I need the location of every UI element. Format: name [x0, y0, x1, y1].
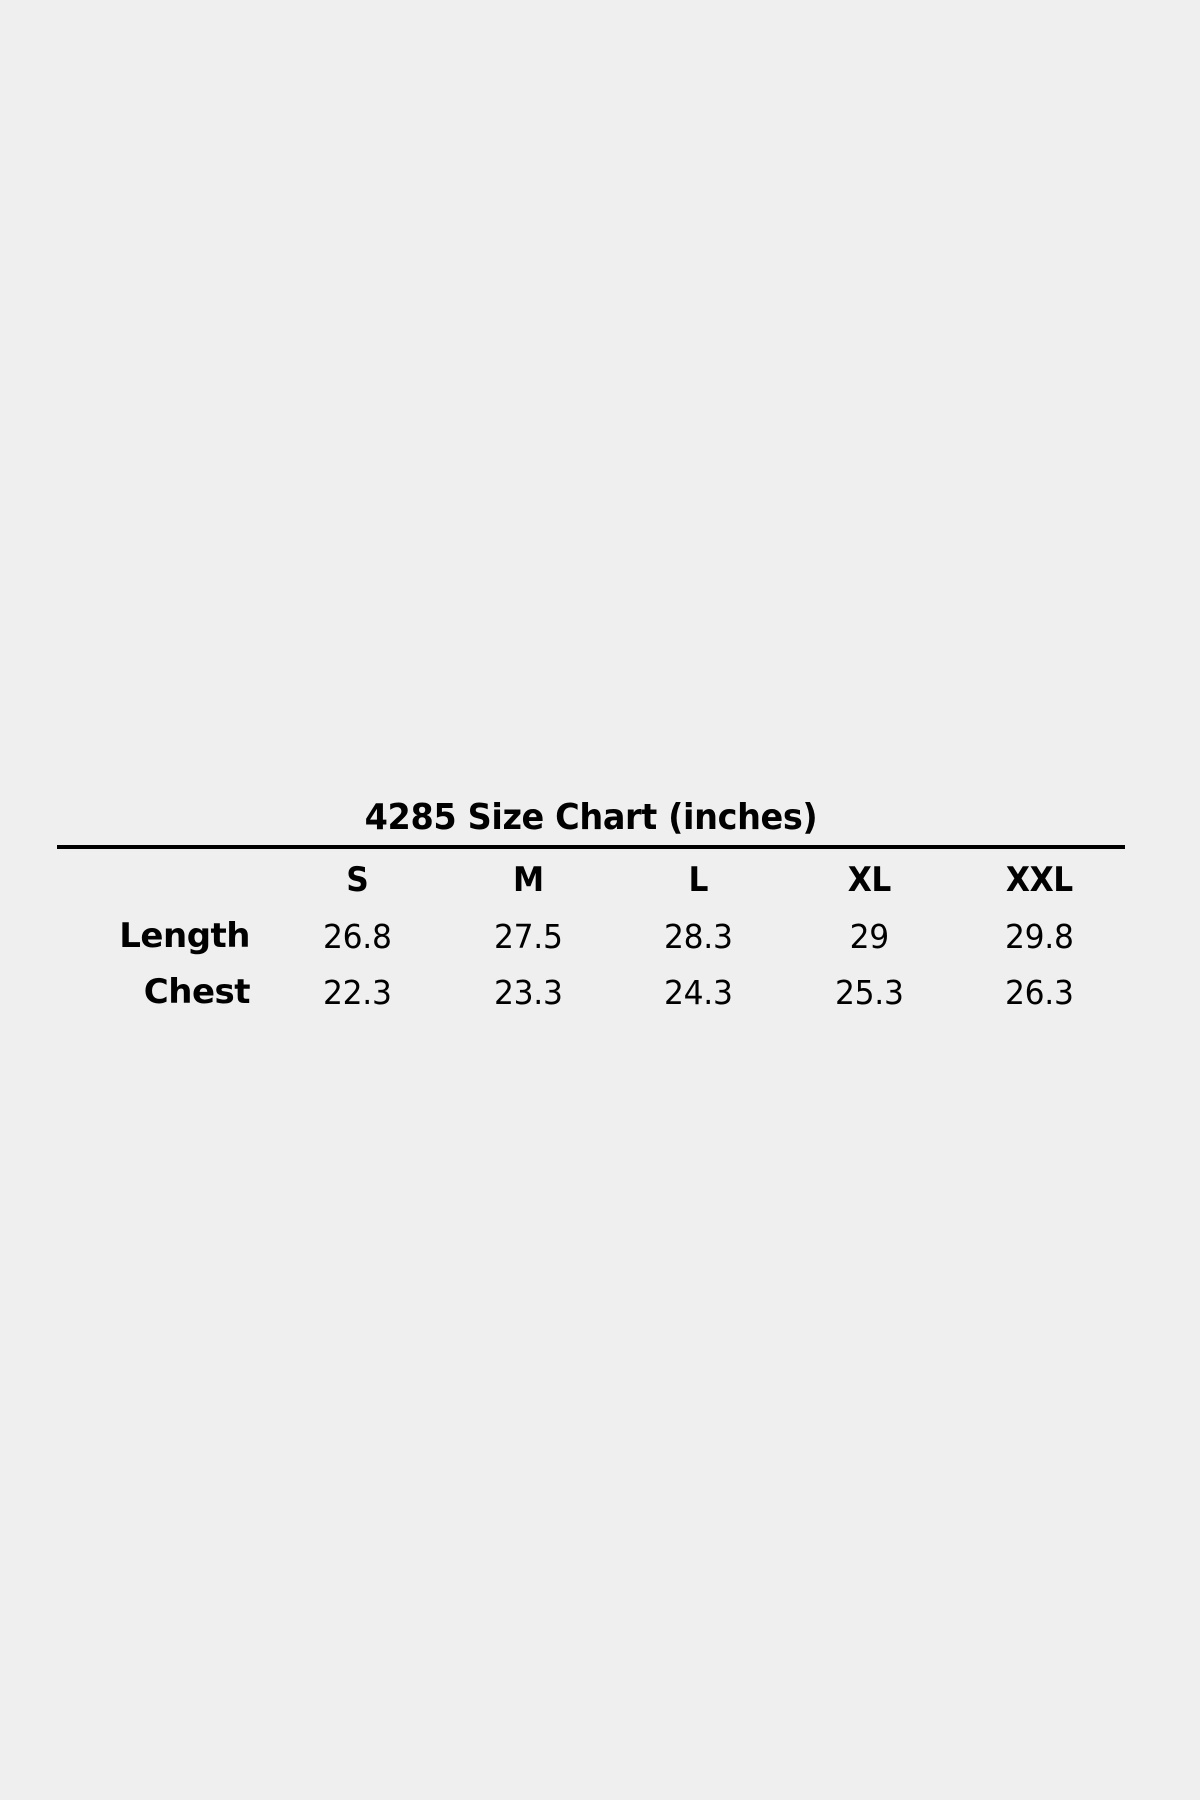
table-row: Length 26.8 27.5 28.3 29 29.8: [57, 908, 1125, 964]
cell-chest-m: 23.3: [493, 972, 563, 1012]
cell-chest-l: 24.3: [664, 972, 733, 1012]
column-header-l: L: [688, 860, 709, 900]
cell-chest-s: 22.3: [322, 972, 392, 1012]
column-header-xxl: XXL: [1006, 860, 1074, 900]
cell-length-l: 28.3: [664, 916, 733, 956]
cell-length-xxl: 29.8: [1005, 916, 1075, 956]
header-divider: [57, 845, 1125, 849]
table-row: Chest 22.3 23.3 24.3 25.3 26.3: [57, 964, 1125, 1020]
column-header-xl: XL: [847, 860, 892, 900]
page-title: 4285 Size Chart (inches): [364, 797, 818, 838]
size-chart-table: S M L XL XXL Length 26.8 27.5 28.3 29 29…: [57, 852, 1125, 1020]
column-header-m: M: [512, 860, 544, 900]
cell-chest-xxl: 26.3: [1005, 972, 1075, 1012]
cell-length-s: 26.8: [322, 916, 392, 956]
table-header-row: S M L XL XXL: [57, 852, 1125, 908]
table-body: Length 26.8 27.5 28.3 29 29.8 Chest 22.3…: [57, 908, 1125, 1020]
row-label-chest: Chest: [143, 972, 251, 1012]
cell-length-m: 27.5: [493, 916, 563, 956]
row-label-length: Length: [119, 916, 250, 956]
cell-length-xl: 29: [849, 916, 889, 956]
table-header: S M L XL XXL: [57, 852, 1125, 908]
table-corner-cell: [57, 852, 272, 908]
column-header-s: S: [346, 860, 369, 900]
cell-chest-xl: 25.3: [834, 972, 904, 1012]
